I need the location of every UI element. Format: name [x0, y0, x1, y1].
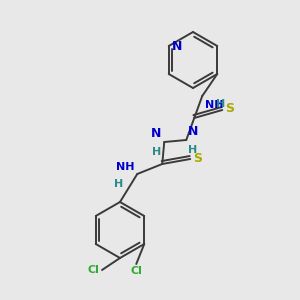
Text: NH: NH [205, 100, 224, 110]
Text: NH: NH [116, 162, 134, 172]
Text: N: N [188, 125, 199, 138]
Text: H: H [152, 147, 161, 157]
Text: Cl: Cl [130, 266, 142, 276]
Text: H: H [216, 99, 226, 109]
Text: H: H [188, 145, 197, 155]
Text: S: S [225, 103, 234, 116]
Text: N: N [172, 40, 182, 52]
Text: H: H [114, 179, 123, 189]
Text: N: N [151, 127, 161, 140]
Text: Cl: Cl [87, 265, 99, 275]
Text: S: S [193, 152, 202, 164]
